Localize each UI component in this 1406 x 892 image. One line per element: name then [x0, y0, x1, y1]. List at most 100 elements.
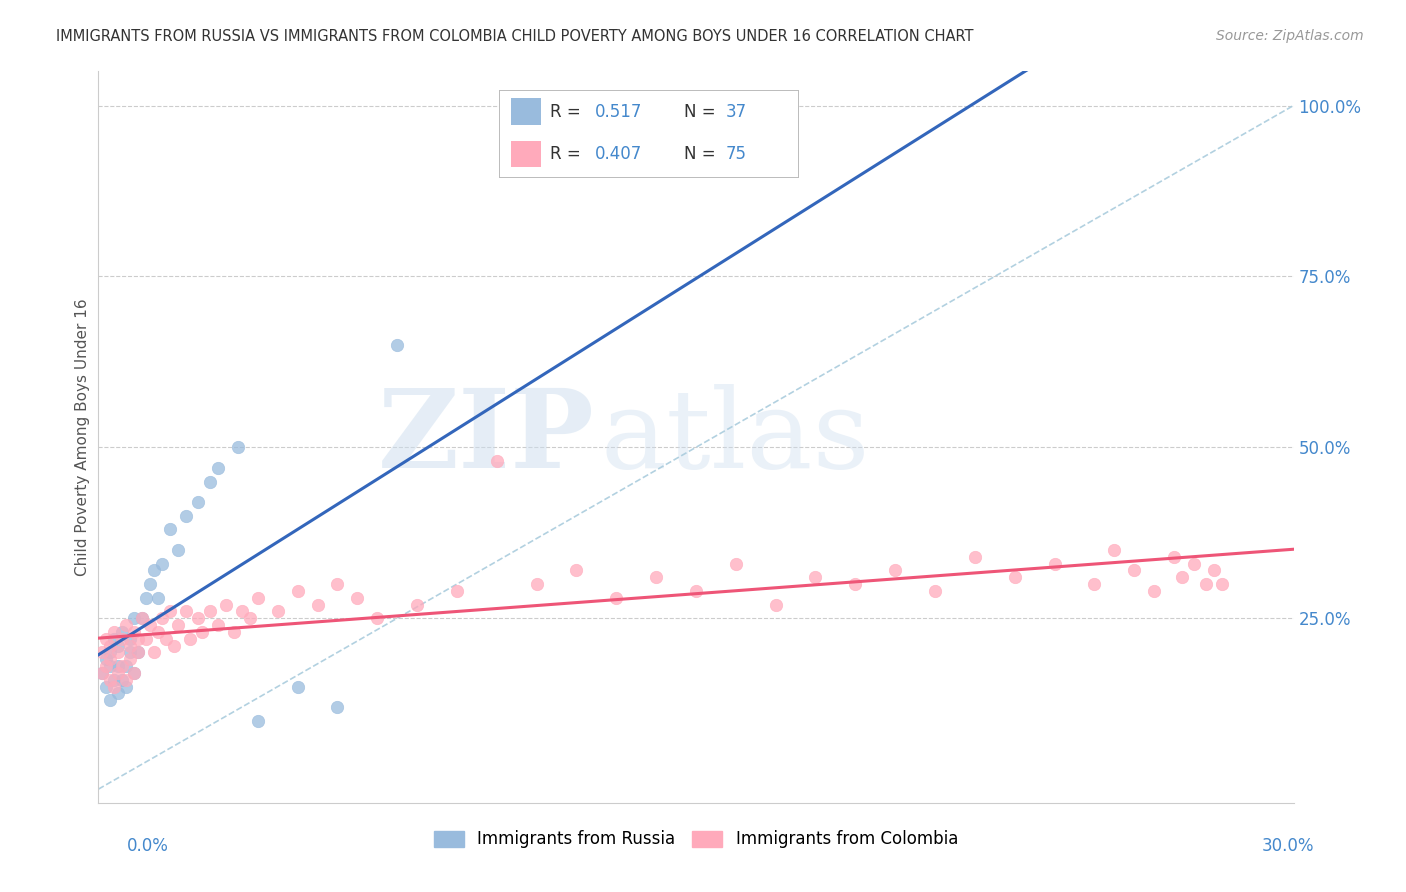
Point: [96, 659, 118, 673]
Point: [765, 598, 787, 612]
Point: [222, 624, 245, 639]
Point: [215, 598, 238, 612]
Point: [485, 454, 508, 468]
Point: [103, 624, 125, 639]
Point: [107, 659, 129, 673]
Point: [385, 338, 409, 352]
Text: ZIP: ZIP: [378, 384, 595, 491]
Point: [143, 645, 166, 659]
Point: [103, 673, 125, 687]
Y-axis label: Child Poverty Among Boys Under 16: Child Poverty Among Boys Under 16: [75, 298, 90, 576]
Point: [91, 645, 114, 659]
Point: [98, 639, 122, 653]
Point: [174, 508, 197, 523]
Point: [135, 591, 157, 605]
Point: [924, 583, 946, 598]
Point: [159, 522, 181, 536]
Point: [115, 680, 138, 694]
Point: [179, 632, 201, 646]
Text: 30.0%: 30.0%: [1263, 837, 1315, 855]
Point: [1182, 557, 1205, 571]
Point: [150, 557, 173, 571]
Point: [107, 686, 129, 700]
Point: [246, 714, 269, 728]
Point: [124, 611, 146, 625]
Point: [239, 611, 262, 625]
Point: [1211, 577, 1233, 591]
Point: [91, 665, 114, 680]
Point: [1104, 542, 1126, 557]
Point: [804, 570, 827, 584]
Point: [1143, 583, 1166, 598]
Point: [187, 495, 209, 509]
Point: [124, 665, 146, 680]
Point: [685, 583, 707, 598]
Point: [120, 645, 142, 659]
Point: [191, 624, 214, 639]
Point: [120, 632, 142, 646]
Point: [963, 549, 986, 564]
Point: [127, 645, 149, 659]
Point: [127, 645, 149, 659]
Point: [844, 577, 866, 591]
Point: [346, 591, 368, 605]
Point: [111, 624, 134, 639]
Point: [565, 563, 588, 577]
Point: [148, 624, 170, 639]
Point: [287, 680, 309, 694]
Point: [198, 604, 221, 618]
Point: [163, 639, 186, 653]
Text: 0.0%: 0.0%: [127, 837, 169, 855]
Point: [143, 563, 166, 577]
Point: [1083, 577, 1105, 591]
Point: [231, 604, 253, 618]
Point: [884, 563, 907, 577]
Point: [187, 611, 209, 625]
Point: [98, 673, 122, 687]
Text: IMMIGRANTS FROM RUSSIA VS IMMIGRANTS FROM COLOMBIA CHILD POVERTY AMONG BOYS UNDE: IMMIGRANTS FROM RUSSIA VS IMMIGRANTS FRO…: [56, 29, 974, 44]
Point: [406, 598, 429, 612]
Point: [366, 611, 388, 625]
Point: [1195, 577, 1218, 591]
Point: [96, 652, 118, 666]
Point: [107, 665, 129, 680]
Point: [1043, 557, 1066, 571]
Point: [167, 618, 190, 632]
Point: [307, 598, 329, 612]
Point: [120, 652, 142, 666]
Point: [155, 632, 177, 646]
Point: [120, 639, 142, 653]
Point: [131, 611, 153, 625]
Point: [96, 680, 118, 694]
Text: Source: ZipAtlas.com: Source: ZipAtlas.com: [1216, 29, 1364, 43]
Point: [107, 639, 129, 653]
Point: [1004, 570, 1026, 584]
Point: [111, 659, 134, 673]
Legend: Immigrants from Russia, Immigrants from Colombia: Immigrants from Russia, Immigrants from …: [426, 822, 966, 856]
Point: [111, 673, 134, 687]
Point: [287, 583, 309, 598]
Point: [124, 665, 146, 680]
Point: [103, 632, 125, 646]
Point: [103, 680, 125, 694]
Point: [111, 632, 134, 646]
Point: [115, 673, 138, 687]
Point: [148, 591, 170, 605]
Point: [150, 611, 173, 625]
Point: [724, 557, 747, 571]
Point: [1171, 570, 1194, 584]
Point: [98, 645, 122, 659]
Point: [267, 604, 290, 618]
Point: [167, 542, 190, 557]
Point: [526, 577, 548, 591]
Point: [605, 591, 627, 605]
Point: [1123, 563, 1146, 577]
Point: [107, 645, 129, 659]
Point: [98, 693, 122, 707]
Point: [159, 604, 181, 618]
Point: [1163, 549, 1185, 564]
Point: [446, 583, 468, 598]
Point: [139, 618, 162, 632]
Point: [1202, 563, 1225, 577]
Point: [115, 618, 138, 632]
